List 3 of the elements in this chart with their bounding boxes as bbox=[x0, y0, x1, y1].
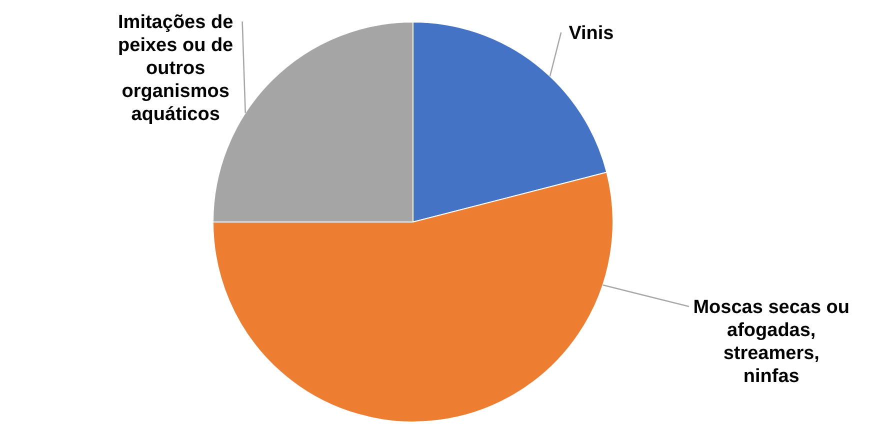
slice-label: Moscas secas ou afogadas, streamers, ninfas bbox=[693, 296, 850, 387]
slice-label: Imitações de peixes ou de outros organismos aquáticos bbox=[118, 12, 234, 125]
slice-label: Vinis bbox=[568, 22, 614, 44]
